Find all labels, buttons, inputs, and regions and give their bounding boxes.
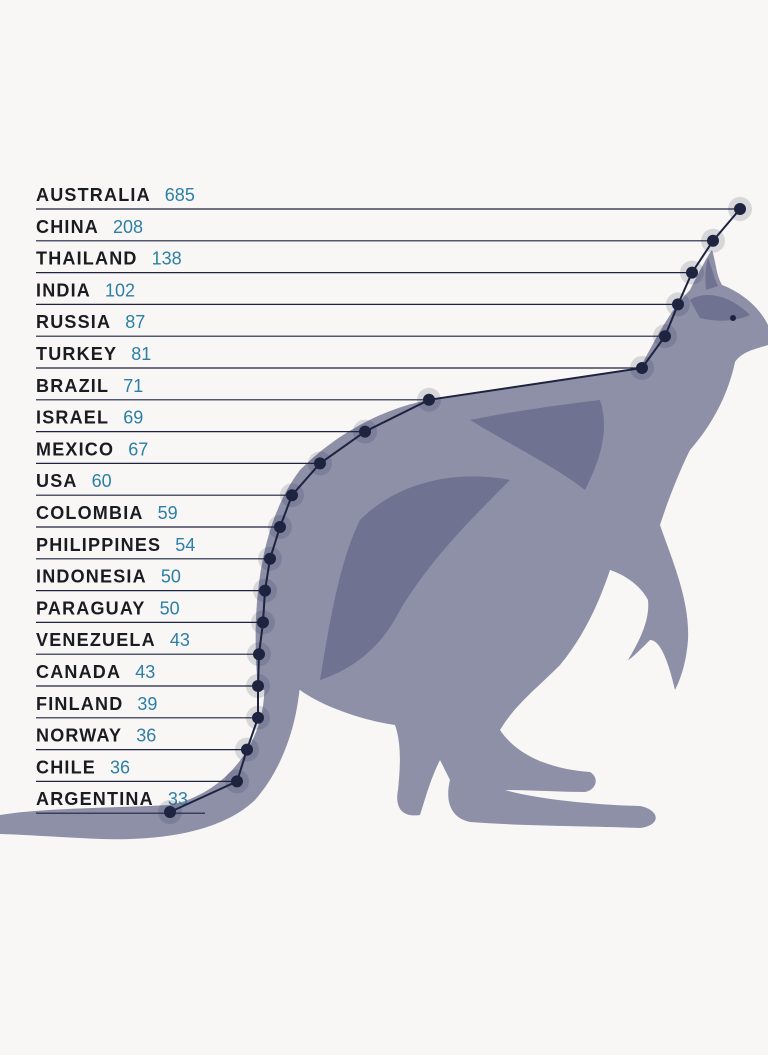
country-label: USA	[36, 471, 78, 491]
value-label: 36	[136, 726, 156, 746]
data-point	[314, 457, 326, 470]
data-point	[252, 680, 264, 692]
value-label: 87	[125, 312, 145, 332]
kangaroo-shading	[320, 476, 510, 680]
country-label: FINLAND	[36, 694, 123, 714]
value-label: 33	[168, 789, 188, 809]
data-point	[274, 521, 286, 533]
kangaroo-body	[255, 250, 768, 828]
data-point	[231, 775, 243, 788]
country-label: MEXICO	[36, 439, 114, 459]
data-point	[286, 489, 298, 502]
kangaroo-ear	[705, 258, 718, 290]
data-point	[253, 648, 265, 661]
data-point	[264, 552, 276, 565]
value-label: 43	[170, 630, 190, 650]
value-label: 50	[161, 567, 181, 587]
data-point	[241, 743, 253, 756]
country-label: VENEZUELA	[36, 630, 156, 650]
data-point	[423, 393, 435, 406]
value-label: 81	[131, 344, 151, 364]
country-label: PARAGUAY	[36, 598, 146, 618]
country-label: ARGENTINA	[36, 789, 154, 809]
value-label: 43	[135, 662, 155, 682]
data-point	[672, 298, 684, 311]
kangaroo-illustration	[0, 250, 768, 840]
data-point	[259, 584, 271, 597]
country-label: CANADA	[36, 662, 121, 682]
country-label: RUSSIA	[36, 312, 111, 332]
data-point	[659, 330, 671, 343]
value-label: 36	[110, 757, 130, 777]
guide-lines	[36, 208, 740, 814]
value-label: 69	[123, 408, 143, 428]
value-label: 208	[113, 217, 143, 237]
kangaroo-eye	[730, 315, 736, 321]
data-point	[164, 806, 176, 818]
country-label: NORWAY	[36, 726, 122, 746]
kangaroo-shading	[470, 400, 605, 490]
country-label: COLOMBIA	[36, 503, 144, 523]
value-label: 102	[105, 280, 135, 300]
country-label: PHILIPPINES	[36, 535, 161, 555]
country-label: AUSTRALIA	[36, 185, 151, 205]
value-label: 60	[92, 471, 112, 491]
data-point	[359, 425, 371, 438]
data-point	[707, 234, 719, 247]
value-label: 59	[158, 503, 178, 523]
value-label: 50	[160, 598, 180, 618]
data-points	[158, 197, 752, 824]
data-point	[636, 362, 648, 374]
value-label: 685	[165, 185, 195, 205]
kangaroo-shading	[690, 295, 750, 321]
country-label: CHINA	[36, 217, 99, 237]
value-label: 39	[137, 694, 157, 714]
value-label: 54	[175, 535, 195, 555]
country-label: INDONESIA	[36, 567, 147, 587]
country-label: ISRAEL	[36, 408, 109, 428]
data-point	[686, 266, 698, 279]
value-label: 138	[152, 249, 182, 269]
kangaroo-tail	[0, 620, 301, 840]
country-label: TURKEY	[36, 344, 117, 364]
country-label: CHILE	[36, 757, 96, 777]
data-point	[734, 203, 746, 215]
value-label: 71	[123, 376, 143, 396]
country-label: INDIA	[36, 280, 91, 300]
data-point	[252, 711, 264, 724]
value-label: 67	[128, 439, 148, 459]
country-label: BRAZIL	[36, 376, 109, 396]
data-point	[257, 616, 269, 629]
country-labels: AUSTRALIA 685 CHINA 208 THAILAND 138 INDIA 102 R…	[36, 185, 195, 809]
country-label: THAILAND	[36, 249, 138, 269]
